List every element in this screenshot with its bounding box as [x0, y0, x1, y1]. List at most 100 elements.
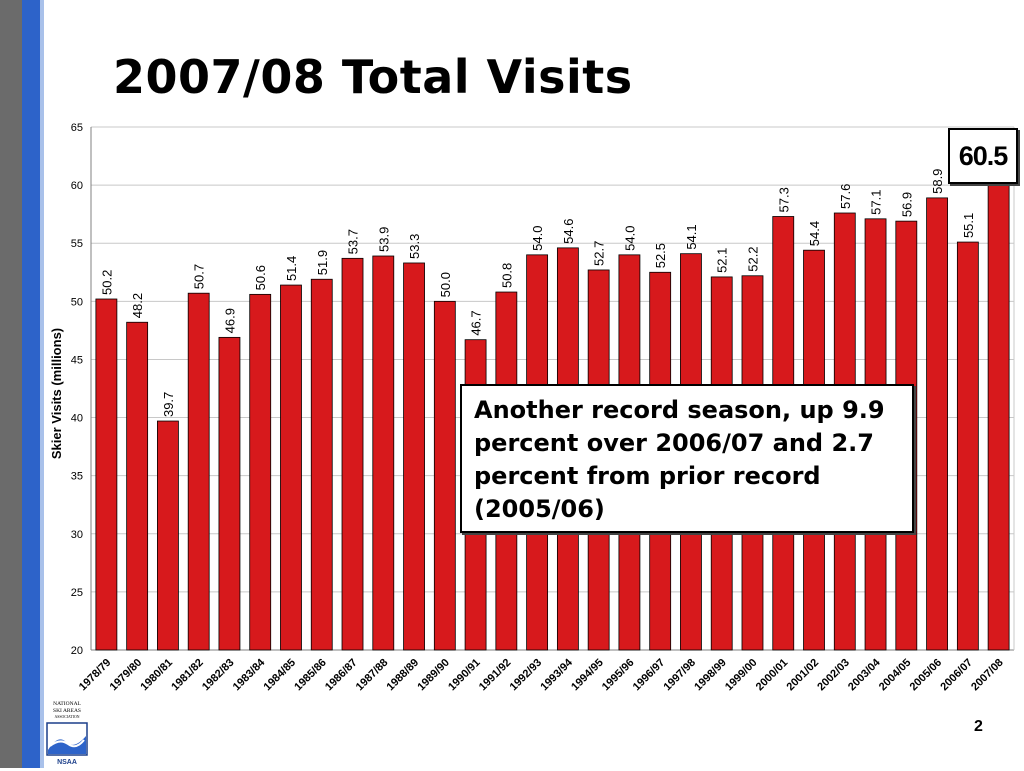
data-label: 57.3	[776, 187, 791, 212]
y-tick-label: 60	[71, 180, 83, 192]
bar	[126, 321, 149, 651]
x-tick-label: 1996/97	[631, 657, 668, 694]
data-label: 58.9	[930, 169, 945, 194]
data-label: 48.2	[130, 293, 145, 318]
logo-line-1: NATIONAL	[53, 701, 81, 707]
left-accent-stripe-blue	[22, 0, 40, 768]
x-tick-label: 2005/06	[908, 657, 945, 694]
y-tick-label: 25	[71, 587, 83, 599]
x-tick-label: 1999/00	[723, 657, 760, 694]
y-tick-label: 65	[71, 122, 83, 134]
x-tick-label: 1991/92	[477, 657, 514, 694]
x-tick-label: 1990/91	[446, 657, 483, 694]
x-tick-label: 1997/98	[661, 657, 698, 694]
x-tick-label: 1984/85	[262, 657, 299, 694]
x-tick-label: 1988/89	[385, 657, 422, 694]
x-tick-label: 1989/90	[415, 657, 452, 694]
x-tick-label: 1987/88	[354, 657, 391, 694]
highlight-value-box: 60.5	[948, 128, 1018, 184]
data-label: 56.9	[899, 192, 914, 217]
data-label: 50.2	[99, 270, 114, 295]
x-tick-label: 1995/96	[600, 657, 637, 694]
x-tick-label: 1998/99	[692, 657, 729, 694]
x-tick-label: 1993/94	[538, 656, 575, 693]
x-tick-label: 1992/93	[508, 657, 545, 694]
bar	[403, 262, 425, 651]
y-axis-title: Skier Visits (millions)	[49, 328, 64, 459]
bar	[987, 178, 1010, 651]
data-label: 54.0	[530, 226, 545, 251]
data-label: 54.4	[807, 221, 822, 246]
nsaa-logo: NATIONAL SKI AREAS ASSOCIATION NSAA	[44, 698, 90, 766]
data-label: 50.0	[438, 272, 453, 297]
x-tick-label: 2000/01	[754, 657, 791, 694]
data-label: 55.1	[961, 213, 976, 238]
data-label: 50.8	[499, 263, 514, 288]
data-label: 51.9	[315, 250, 330, 275]
y-tick-label: 50	[71, 296, 83, 308]
bar	[433, 300, 456, 651]
x-tick-label: 1978/79	[77, 657, 114, 694]
data-label: 52.7	[592, 241, 607, 266]
x-tick-label: 1985/86	[292, 657, 329, 694]
y-tick-label: 35	[71, 471, 83, 483]
data-label: 54.1	[684, 224, 699, 249]
bar	[280, 284, 302, 651]
x-tick-label: 2007/08	[969, 657, 1006, 694]
data-label: 57.1	[869, 190, 884, 215]
data-label: 54.0	[622, 226, 637, 251]
x-tick-label: 2006/07	[938, 657, 975, 694]
data-label: 53.7	[346, 229, 361, 254]
left-accent-stripe-grey	[0, 0, 22, 768]
data-label: 50.7	[192, 264, 207, 289]
data-label: 53.9	[376, 227, 391, 252]
callout-box: Another record season, up 9.9 percent ov…	[460, 384, 914, 533]
data-label: 57.6	[838, 184, 853, 209]
data-label: 52.1	[715, 248, 730, 273]
callout-text: Another record season, up 9.9 percent ov…	[474, 396, 885, 523]
highlight-value: 60.5	[958, 140, 1009, 171]
x-tick-label: 1983/84	[231, 656, 268, 693]
x-tick-label: 2003/04	[846, 656, 883, 693]
y-tick-label: 30	[71, 529, 83, 541]
bar	[249, 293, 272, 651]
logo-line-2: SKI AREAS	[53, 708, 81, 714]
bar	[95, 298, 118, 651]
bar	[341, 257, 364, 651]
x-tick-label: 1994/95	[569, 657, 606, 694]
x-tick-label: 2004/05	[877, 657, 914, 694]
y-tick-label: 20	[71, 645, 83, 657]
bar	[310, 278, 333, 651]
x-tick-label: 2001/02	[785, 657, 822, 694]
bar	[372, 255, 395, 651]
x-tick-label: 2002/03	[815, 657, 852, 694]
data-label: 52.2	[745, 246, 760, 271]
left-accent-stripe-light	[40, 0, 44, 768]
logo-line-4: NSAA	[57, 759, 77, 766]
data-label: 39.7	[161, 392, 176, 417]
data-label: 50.6	[253, 265, 268, 290]
data-label: 52.5	[653, 243, 668, 268]
x-tick-label: 1986/87	[323, 657, 360, 694]
bar	[187, 292, 210, 651]
page-number: 2	[974, 718, 983, 735]
bar	[956, 241, 979, 651]
data-label: 46.7	[469, 310, 484, 335]
data-label: 53.3	[407, 234, 422, 259]
data-label: 54.6	[561, 219, 576, 244]
x-tick-label: 1981/82	[169, 657, 206, 694]
x-tick-label: 1982/83	[200, 657, 237, 694]
y-tick-label: 45	[71, 354, 83, 366]
bar	[157, 420, 179, 651]
logo-line-3: ASSOCIATION	[55, 715, 80, 719]
slide-title: 2007/08 Total Visits	[113, 50, 633, 104]
logo-mountain-icon	[48, 736, 86, 754]
data-label: 51.4	[284, 256, 299, 281]
y-tick-label: 55	[71, 238, 83, 250]
x-tick-label: 1980/81	[138, 657, 175, 694]
bar	[218, 336, 241, 651]
data-label: 46.9	[222, 308, 237, 333]
x-tick-label: 1979/80	[108, 657, 145, 694]
bar	[926, 197, 948, 651]
y-tick-label: 40	[71, 413, 83, 425]
